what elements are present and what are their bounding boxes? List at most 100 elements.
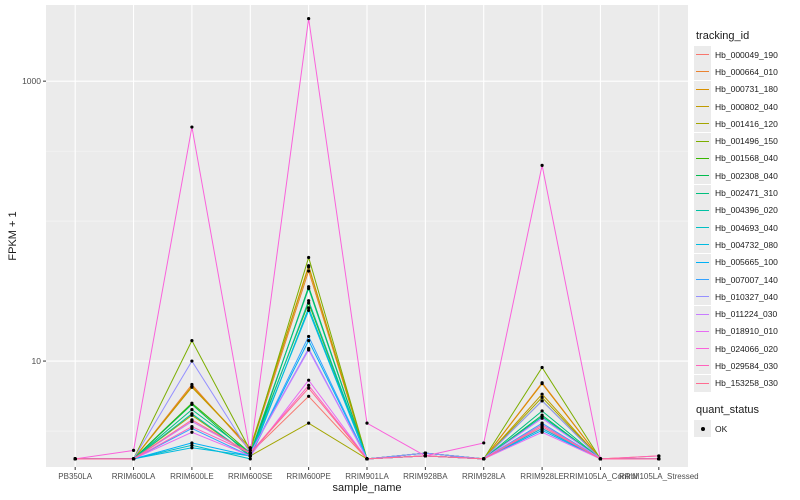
legend-line-icon — [696, 157, 709, 159]
legend-item: Hb_000802_040 — [694, 98, 798, 116]
legend-line-icon — [696, 123, 709, 125]
legend-key — [694, 63, 711, 81]
data-point — [540, 430, 544, 434]
legend-line-icon — [696, 140, 709, 142]
y-tick-label: 1000 — [22, 76, 41, 86]
legend-key — [694, 98, 711, 116]
legend-key — [694, 115, 711, 133]
legend-line-icon — [696, 261, 709, 263]
data-point — [540, 392, 544, 396]
legend-key — [694, 132, 711, 150]
legend-key — [694, 305, 711, 323]
legend-label: Hb_001568_040 — [715, 153, 778, 164]
legend-key — [694, 357, 711, 375]
legend-key — [694, 80, 711, 98]
data-point — [598, 457, 603, 461]
legend-label: Hb_002308_040 — [715, 170, 778, 181]
legend-key — [694, 322, 711, 340]
legend-key — [694, 201, 711, 219]
data-point — [540, 416, 544, 420]
legend-item: Hb_004693_040 — [694, 219, 798, 237]
legend-line-icon — [696, 382, 709, 384]
data-point — [307, 286, 311, 291]
legend-key — [694, 149, 711, 167]
legend-key — [694, 184, 711, 202]
legend-label: Hb_018910_010 — [715, 326, 778, 337]
legend-label: Hb_029584_030 — [715, 360, 778, 371]
data-point — [248, 451, 252, 455]
legend-line-icon — [696, 330, 709, 332]
point-marker-icon — [701, 427, 705, 432]
y-axis-title: FPKM + 1 — [7, 211, 19, 260]
y-tick-label: 10 — [32, 356, 42, 366]
legend-key — [694, 374, 711, 392]
legend-line-icon — [696, 313, 709, 315]
legend-item: Hb_002308_040 — [694, 167, 798, 185]
data-point — [190, 339, 194, 343]
data-point — [190, 402, 194, 407]
data-point — [131, 448, 136, 452]
data-point — [248, 446, 252, 450]
legend2-title: quant_status — [696, 404, 759, 416]
data-point — [131, 457, 136, 461]
data-point — [190, 125, 194, 129]
data-point — [540, 163, 544, 168]
data-point — [540, 409, 544, 413]
legend-key — [694, 340, 711, 358]
data-point — [307, 378, 311, 382]
legend-label: Hb_000802_040 — [715, 101, 778, 112]
data-point — [657, 457, 661, 461]
legend-item: Hb_004396_020 — [694, 201, 798, 219]
legend-item: Hb_001496_150 — [694, 132, 798, 150]
legend-item: Hb_153258_030 — [694, 374, 798, 392]
data-point — [482, 441, 486, 445]
y-axis: 10 1000 — [22, 76, 46, 366]
x-tick-label: RRIM928LA — [462, 472, 506, 481]
legend-item: Hb_011224_030 — [694, 305, 798, 323]
legend-label: Hb_010327_040 — [715, 291, 778, 302]
data-point — [540, 365, 544, 370]
legend-item: Hb_024066_020 — [694, 340, 798, 358]
legend-line-icon — [696, 365, 709, 367]
legend-line-icon — [696, 54, 709, 56]
x-tick-label: RRIM600LE — [170, 472, 214, 481]
legend-label: Hb_004693_040 — [715, 222, 778, 233]
x-axis: PB350LA RRIM600LA RRIM600LE RRIM600SE RRIM60… — [58, 467, 699, 481]
legend-line-icon — [696, 244, 709, 246]
legend-label: Hb_001416_120 — [715, 118, 778, 129]
x-axis-title: sample_name — [332, 482, 401, 494]
data-point — [248, 448, 252, 452]
legend-line-icon — [696, 296, 709, 298]
legend-key — [694, 253, 711, 271]
x-tick-label: RRIM600LA — [112, 472, 156, 481]
legend-line-icon — [696, 192, 709, 194]
legend-item: Hb_018910_010 — [694, 322, 798, 340]
legend-key — [694, 219, 711, 237]
data-point — [190, 430, 194, 434]
legend-item: Hb_001568_040 — [694, 149, 798, 167]
legend-item: Hb_004732_080 — [694, 236, 798, 254]
x-tick-label: RRIM600PE — [286, 472, 330, 481]
data-point — [540, 399, 544, 403]
legend-line-icon — [696, 71, 709, 73]
legend-item: Hb_000664_010 — [694, 63, 798, 81]
data-point — [190, 446, 194, 450]
legend-item: Hb_010327_040 — [694, 288, 798, 306]
legend-label: Hb_153258_030 — [715, 378, 778, 389]
legend-item: Hb_000049_190 — [694, 46, 798, 64]
legend-label: Hb_002471_310 — [715, 188, 778, 199]
legend-key — [694, 167, 711, 185]
legend-label: Hb_000049_190 — [715, 49, 778, 60]
legend-key — [694, 46, 711, 64]
legend-line-icon — [696, 209, 709, 211]
data-point — [657, 454, 661, 458]
data-point — [307, 255, 311, 260]
data-point — [423, 451, 427, 455]
x-tick-label: RRIM105LA_Stressed — [619, 472, 699, 481]
legend-label: Hb_004732_080 — [715, 239, 778, 250]
legend-label: Hb_004396_020 — [715, 205, 778, 216]
tracking-id-legend: tracking_id Hb_000049_190 Hb_000664_010 Hb… — [694, 30, 798, 392]
data-point — [307, 334, 311, 339]
legend-item: Hb_000731_180 — [694, 80, 798, 98]
